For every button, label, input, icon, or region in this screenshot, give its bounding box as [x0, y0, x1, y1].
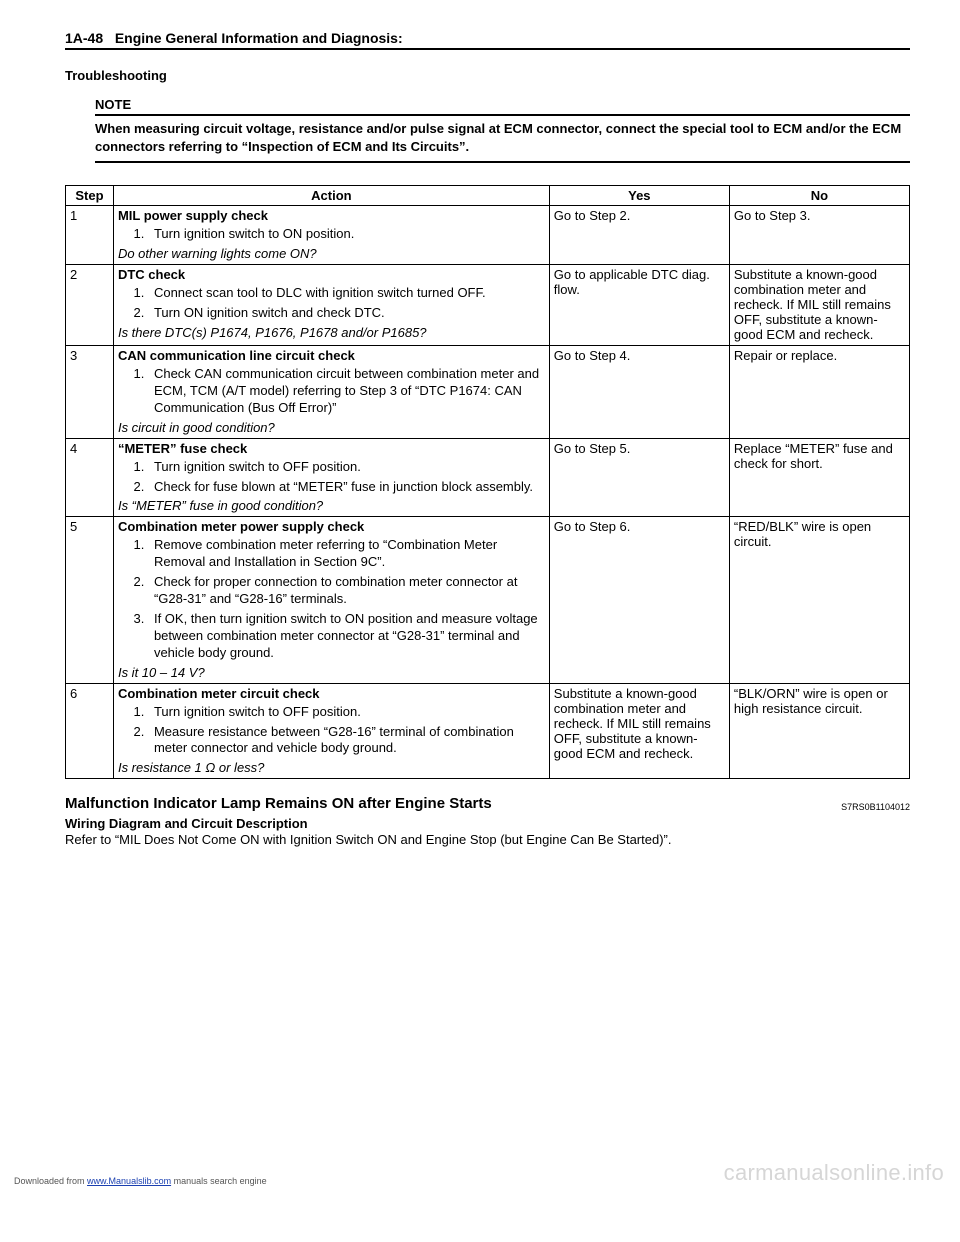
- action-title: MIL power supply check: [118, 208, 545, 223]
- substep-list: Turn ignition switch to OFF position. Che…: [118, 459, 545, 496]
- question-text: Is there DTC(s) P1674, P1676, P1678 and/…: [118, 325, 545, 340]
- action-title: Combination meter circuit check: [118, 686, 545, 701]
- note-hr-bottom: [95, 161, 910, 163]
- question-text: Is resistance 1 Ω or less?: [118, 760, 545, 775]
- cell-step: 2: [66, 264, 114, 345]
- table-row: 4 “METER” fuse check Turn ignition switch …: [66, 438, 910, 517]
- cell-no: Substitute a known-good combination mete…: [729, 264, 909, 345]
- substep-item: Turn ignition switch to ON position.: [148, 226, 545, 243]
- troubleshooting-table: Step Action Yes No 1MIL power supply che…: [65, 185, 910, 779]
- action-title: Combination meter power supply check: [118, 519, 545, 534]
- question-text: Is it 10 – 14 V?: [118, 665, 545, 680]
- cell-step: 6: [66, 683, 114, 779]
- action-title: CAN communication line circuit check: [118, 348, 545, 363]
- action-title: DTC check: [118, 267, 545, 282]
- note-block: NOTE When measuring circuit voltage, res…: [95, 97, 910, 163]
- section-malfunction: Malfunction Indicator Lamp Remains ON af…: [65, 795, 910, 847]
- page-header: 1A-48 Engine General Information and Dia…: [65, 30, 910, 50]
- question-text: Do other warning lights come ON?: [118, 246, 545, 261]
- table-row: 1 MIL power supply check Turn ignition swi…: [66, 206, 910, 265]
- cell-step: 1: [66, 206, 114, 265]
- table-header-row: Step Action Yes No: [66, 186, 910, 206]
- section2-title: Malfunction Indicator Lamp Remains ON af…: [65, 795, 492, 812]
- watermark: carmanualsonline.info: [724, 1160, 944, 1186]
- doc-code: S7RS0B1104012: [841, 802, 910, 812]
- th-step: Step: [66, 186, 114, 206]
- note-hr-top: [95, 114, 910, 116]
- substep-item: Check for fuse blown at “METER” fuse in …: [148, 479, 545, 496]
- cell-step: 4: [66, 438, 114, 517]
- substep-item: Turn ignition switch to OFF position.: [148, 704, 545, 721]
- header-title: Engine General Information and Diagnosis…: [115, 30, 403, 46]
- th-yes: Yes: [549, 186, 729, 206]
- substep-item: Check CAN communication circuit between …: [148, 366, 545, 417]
- th-no: No: [729, 186, 909, 206]
- table-row: 2 DTC check Connect scan tool to DLC with …: [66, 264, 910, 345]
- cell-action: CAN communication line circuit check Chec…: [113, 345, 549, 438]
- footer-link[interactable]: www.Manualslib.com: [87, 1176, 171, 1186]
- note-label: NOTE: [95, 97, 910, 112]
- table-row: 3 CAN communication line circuit check Che…: [66, 345, 910, 438]
- cell-action: DTC check Connect scan tool to DLC with i…: [113, 264, 549, 345]
- cell-no: “BLK/ORN” wire is open or high resistanc…: [729, 683, 909, 779]
- substep-list: Remove combination meter referring to “C…: [118, 537, 545, 661]
- substep-list: Turn ignition switch to OFF position. Mea…: [118, 704, 545, 758]
- substep-list: Turn ignition switch to ON position.: [118, 226, 545, 243]
- cell-yes: Go to Step 6.: [549, 517, 729, 683]
- section2-subtitle: Wiring Diagram and Circuit Description: [65, 816, 910, 831]
- cell-no: Repair or replace.: [729, 345, 909, 438]
- section2-body: Refer to “MIL Does Not Come ON with Igni…: [65, 832, 910, 847]
- troubleshooting-title: Troubleshooting: [65, 68, 910, 83]
- action-title: “METER” fuse check: [118, 441, 545, 456]
- cell-action: “METER” fuse check Turn ignition switch t…: [113, 438, 549, 517]
- footer-prefix: Downloaded from: [14, 1176, 87, 1186]
- cell-step: 3: [66, 345, 114, 438]
- substep-item: If OK, then turn ignition switch to ON p…: [148, 611, 545, 662]
- substep-item: Remove combination meter referring to “C…: [148, 537, 545, 571]
- cell-action: Combination meter circuit check Turn igni…: [113, 683, 549, 779]
- substep-list: Check CAN communication circuit between …: [118, 366, 545, 417]
- table-row: 5 Combination meter power supply check Rem…: [66, 517, 910, 683]
- cell-no: “RED/BLK” wire is open circuit.: [729, 517, 909, 683]
- cell-action: Combination meter power supply check Remo…: [113, 517, 549, 683]
- substep-item: Check for proper connection to combinati…: [148, 574, 545, 608]
- cell-yes: Substitute a known-good combination mete…: [549, 683, 729, 779]
- th-action: Action: [113, 186, 549, 206]
- cell-yes: Go to applicable DTC diag. flow.: [549, 264, 729, 345]
- note-text: When measuring circuit voltage, resistan…: [95, 120, 910, 155]
- cell-yes: Go to Step 2.: [549, 206, 729, 265]
- cell-action: MIL power supply check Turn ignition swit…: [113, 206, 549, 265]
- footer: Downloaded from www.Manualslib.com manua…: [14, 1176, 267, 1186]
- cell-step: 5: [66, 517, 114, 683]
- substep-item: Measure resistance between “G28-16” term…: [148, 724, 545, 758]
- substep-list: Connect scan tool to DLC with ignition s…: [118, 285, 545, 322]
- table-row: 6 Combination meter circuit check Turn ign…: [66, 683, 910, 779]
- cell-no: Go to Step 3.: [729, 206, 909, 265]
- cell-no: Replace “METER” fuse and check for short…: [729, 438, 909, 517]
- substep-item: Turn ON ignition switch and check DTC.: [148, 305, 545, 322]
- substep-item: Connect scan tool to DLC with ignition s…: [148, 285, 545, 302]
- substep-item: Turn ignition switch to OFF position.: [148, 459, 545, 476]
- question-text: Is circuit in good condition?: [118, 420, 545, 435]
- question-text: Is “METER” fuse in good condition?: [118, 498, 545, 513]
- footer-suffix: manuals search engine: [171, 1176, 267, 1186]
- cell-yes: Go to Step 4.: [549, 345, 729, 438]
- page-number: 1A-48: [65, 30, 103, 46]
- cell-yes: Go to Step 5.: [549, 438, 729, 517]
